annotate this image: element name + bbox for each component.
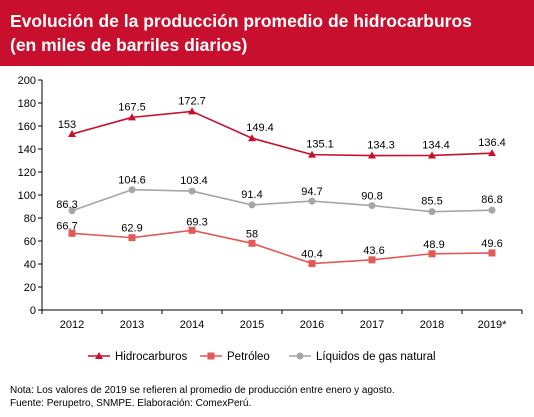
data-label: 134.3	[367, 140, 395, 152]
x-tick-label: 2019*	[478, 319, 507, 331]
data-point	[248, 201, 256, 209]
x-tick-label: 2013	[120, 319, 144, 331]
data-point	[128, 113, 136, 121]
x-tick-label: 2015	[240, 319, 264, 331]
data-point	[248, 239, 256, 247]
y-tick-label: 20	[24, 282, 36, 294]
y-tick-label: 60	[24, 236, 36, 248]
data-point	[368, 151, 376, 159]
data-point	[128, 234, 136, 242]
legend-marker	[95, 352, 103, 359]
data-label: 149.4	[246, 122, 274, 134]
series-line	[71, 110, 493, 157]
data-point	[188, 187, 196, 195]
data-label: 91.4	[241, 189, 262, 201]
data-label: 103.4	[180, 175, 208, 187]
data-label: 86.8	[481, 194, 502, 206]
data-point	[488, 249, 496, 257]
data-point	[308, 150, 316, 158]
data-label: 62.9	[121, 223, 142, 235]
y-tick-label: 80	[24, 213, 36, 225]
data-label: 85.5	[421, 196, 442, 208]
y-tick-label: 140	[18, 144, 36, 156]
chart-subtitle: (en miles de barriles diarios)	[10, 35, 248, 55]
data-point	[368, 202, 376, 210]
legend-marker	[207, 352, 215, 360]
data-label: 69.3	[186, 216, 207, 228]
data-label: 172.7	[178, 95, 206, 107]
data-label: 94.7	[301, 186, 322, 198]
data-label: 48.9	[423, 239, 444, 251]
chart-title: Evolución de la producción promedio de h…	[10, 11, 472, 31]
data-label: 153	[58, 119, 76, 131]
data-point	[128, 186, 136, 194]
legend-marker	[296, 352, 304, 360]
data-point	[428, 151, 436, 159]
data-point	[68, 229, 76, 237]
data-point	[248, 134, 256, 142]
chart-header: Evolución de la producción promedio de h…	[0, 0, 534, 66]
data-point	[68, 130, 76, 138]
note-text: Nota: Los valores de 2019 se refieren al…	[10, 385, 395, 396]
legend-label: Hidrocarburos	[115, 351, 187, 363]
y-tick-label: 40	[24, 259, 36, 271]
data-point	[188, 226, 196, 234]
data-label: 58	[246, 228, 258, 240]
data-point	[428, 250, 436, 258]
data-label: 135.1	[306, 139, 334, 151]
data-label: 43.6	[363, 245, 384, 257]
y-tick-label: 180	[18, 98, 36, 110]
data-point	[308, 260, 316, 268]
data-label: 104.6	[118, 175, 146, 187]
data-point	[488, 149, 496, 157]
data-label: 49.6	[481, 238, 502, 250]
legend-label: Petróleo	[227, 351, 270, 363]
series-line	[71, 229, 493, 265]
data-point	[68, 207, 76, 215]
y-tick-label: 160	[18, 121, 36, 133]
x-tick-label: 2018	[420, 319, 444, 331]
x-tick-label: 2016	[300, 319, 324, 331]
data-label: 40.4	[301, 249, 322, 261]
source-text: Fuente: Perupetro, SNMPE. Elaboración: C…	[10, 398, 252, 409]
data-label: 90.8	[361, 191, 382, 203]
chart-notes: Nota: Los valores de 2019 se refieren al…	[10, 384, 395, 410]
data-point	[188, 107, 196, 115]
y-tick-label: 0	[30, 305, 36, 317]
data-label: 66.7	[56, 220, 77, 232]
y-tick-label: 120	[18, 167, 36, 179]
data-point	[428, 208, 436, 216]
x-tick-label: 2017	[360, 319, 384, 331]
x-tick-label: 2014	[180, 319, 204, 331]
data-label: 86.3	[56, 199, 77, 211]
data-label: 167.5	[118, 101, 146, 113]
series-line	[71, 188, 493, 213]
line-chart: 0 20 40 60 80 100 120 140 160 180 200 2012 2013 2014 2…	[18, 75, 523, 363]
data-label: 136.4	[478, 137, 506, 149]
data-point	[368, 256, 376, 264]
data-label: 134.4	[422, 139, 450, 151]
legend-label: Líquidos de gas natural	[316, 351, 436, 363]
y-tick-label: 100	[18, 190, 36, 202]
x-tick-label: 2012	[60, 319, 84, 331]
y-tick-label: 200	[18, 75, 36, 87]
data-point	[488, 206, 496, 214]
data-point	[308, 197, 316, 205]
